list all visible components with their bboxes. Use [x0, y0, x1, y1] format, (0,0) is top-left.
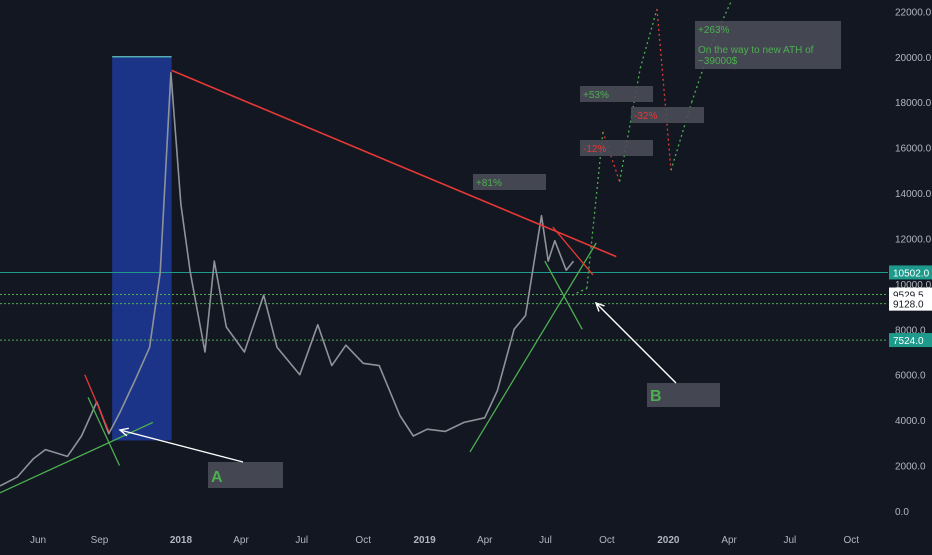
price-label-box	[889, 333, 932, 348]
x-tick-label: Oct	[843, 535, 859, 546]
callout-box	[208, 462, 283, 488]
y-tick-label: 22000.0	[895, 7, 932, 18]
projection-segment	[656, 9, 672, 171]
price-label-box	[889, 265, 932, 280]
x-tick-label: Jul	[783, 535, 796, 546]
pennant-upper-line	[552, 226, 594, 276]
x-tick-label: Apr	[233, 535, 249, 546]
price-label-box	[889, 296, 932, 311]
y-tick-label: 6000.0	[895, 371, 926, 382]
projection-segment	[618, 68, 641, 182]
callout-label-a: A	[211, 469, 223, 486]
projection-segment	[639, 8, 658, 69]
y-tick-label: 20000.0	[895, 53, 932, 64]
x-tick-label: Jul	[539, 535, 552, 546]
y-tick-label: 2000.0	[895, 462, 926, 473]
x-tick-label: Oct	[355, 535, 371, 546]
resistance-trendline	[171, 69, 617, 258]
pennant-2017-red-line	[84, 374, 110, 432]
x-tick-label: Jun	[30, 535, 46, 546]
price-label-text: 9529.5	[893, 291, 924, 302]
y-tick-label: 10000.0	[895, 280, 932, 291]
annotation-label: -12%	[583, 144, 606, 155]
annotation-box	[473, 174, 546, 190]
annotation-label: On the way to new ATH of	[698, 45, 814, 56]
callout-arrow-head	[594, 301, 605, 312]
projection-segment	[670, 101, 693, 171]
projection-segment	[602, 131, 621, 182]
pennant-2017-green-line	[87, 397, 121, 466]
x-tick-label: Apr	[477, 535, 493, 546]
y-tick-label: 8000.0	[895, 325, 926, 336]
callout-label-b: B	[650, 388, 662, 405]
y-tick-label: 16000.0	[895, 144, 932, 155]
y-tick-label: 18000.0	[895, 98, 932, 109]
x-tick-label: Apr	[721, 535, 737, 546]
highlight-period-box	[112, 56, 172, 441]
annotation-box	[695, 21, 841, 69]
annotation-label: +53%	[583, 90, 609, 101]
x-tick-label: Jul	[295, 535, 308, 546]
annotation-label: -32%	[634, 111, 657, 122]
y-tick-label: 12000.0	[895, 234, 932, 245]
projection-segment	[710, 0, 733, 46]
projection-segment	[586, 131, 604, 289]
price-label-text: 7524.0	[893, 336, 924, 347]
y-tick-label: 4000.0	[895, 416, 926, 427]
x-tick-label: 2019	[414, 535, 437, 546]
callout-arrow-head	[118, 427, 129, 437]
x-tick-label: 2018	[170, 535, 193, 546]
x-tick-label: Sep	[91, 535, 109, 546]
support-trendline-2019	[469, 242, 597, 453]
x-tick-label: Oct	[599, 535, 615, 546]
annotation-box	[631, 107, 704, 123]
support-trendline-2017	[0, 421, 154, 494]
annotation-box	[580, 86, 653, 102]
y-tick-label: 0.0	[895, 507, 909, 518]
pennant-lower-line	[544, 260, 583, 330]
price-label-text: 10502.0	[893, 268, 930, 279]
callout-box	[647, 383, 720, 407]
annotation-layer: +81% +53% -12% -32% +263% On the way to new A…	[473, 21, 841, 190]
annotation-label: ~39000$	[698, 56, 738, 67]
annotation-label: +81%	[476, 178, 502, 189]
y-tick-label: 14000.0	[895, 189, 932, 200]
callout-arrow-line	[119, 429, 244, 463]
annotation-box	[580, 140, 653, 156]
annotation-label: +263%	[698, 25, 730, 36]
x-tick-label: 2020	[657, 535, 680, 546]
callout-arrow-line	[595, 302, 677, 384]
price-label-text: 9128.0	[893, 300, 924, 311]
